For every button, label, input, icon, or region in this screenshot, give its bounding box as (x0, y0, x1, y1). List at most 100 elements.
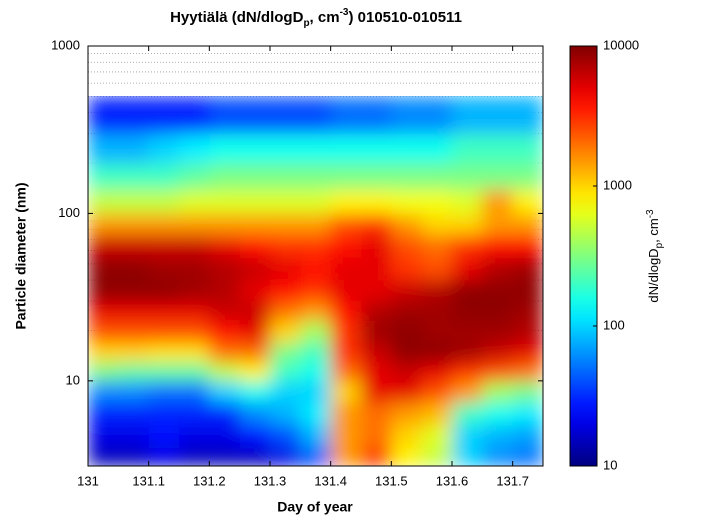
heatmap-cell (361, 213, 392, 235)
heatmap-cell (452, 380, 483, 403)
heatmap-cell (330, 380, 362, 403)
heatmap-cell (421, 234, 453, 258)
heatmap-cell (270, 280, 301, 302)
heatmap-cell (361, 133, 392, 164)
heatmap-cell (88, 256, 119, 281)
heatmap-cell (452, 280, 483, 302)
x-tick-label: 131.4 (314, 473, 347, 488)
heatmap-cell (330, 320, 362, 343)
heatmap-cell (452, 213, 483, 235)
heatmap-cell (300, 342, 332, 363)
heatmap-cell (118, 213, 150, 235)
colorbar-label-part: dN/dlogD (646, 248, 661, 302)
heatmap-cell (452, 163, 483, 190)
heatmap-cell (421, 447, 453, 466)
heatmap-cell (391, 213, 423, 235)
heatmap-cell (361, 320, 392, 343)
heatmap-cell (300, 163, 332, 190)
heatmap-cell (421, 256, 453, 281)
x-tick-label: 131.7 (496, 473, 529, 488)
heatmap-cell (118, 300, 150, 321)
heatmap-cell (512, 163, 543, 190)
heatmap-cell (179, 447, 210, 466)
heatmap-cell (482, 342, 514, 363)
colorbar (569, 45, 598, 467)
heatmap-cell (209, 256, 241, 281)
heatmap-cell (148, 342, 180, 363)
title-superscript: -3 (340, 7, 349, 18)
heatmap-cell (361, 300, 392, 321)
heatmap-cell (148, 256, 180, 281)
heatmap-cell (482, 401, 514, 425)
colorbar-label-superscript: -3 (645, 209, 656, 218)
x-tick-label: 131.5 (375, 473, 408, 488)
heatmap-cell (391, 133, 423, 164)
heatmap-cell (179, 163, 210, 190)
heatmap-cell (118, 163, 150, 190)
heatmap-cell (452, 188, 483, 214)
heatmap-cell (512, 213, 543, 235)
heatmap-cell (209, 361, 241, 382)
heatmap-cell (452, 234, 483, 258)
heatmap-cell (452, 342, 483, 363)
heatmap-cell (88, 424, 119, 448)
heatmap-cell (300, 234, 332, 258)
heatmap-cell (148, 447, 180, 466)
heatmap-cell (391, 361, 423, 382)
heatmap-cell (239, 213, 271, 235)
heatmap-cell (270, 256, 301, 281)
heatmap-cell (88, 342, 119, 363)
heatmap-cell (361, 280, 392, 302)
colorbar-label-subscript: p (654, 242, 665, 248)
heatmap-cell (300, 380, 332, 403)
heatmap-cell (179, 96, 210, 135)
heatmap-cell (330, 188, 362, 214)
plot-frame (87, 45, 544, 467)
heatmap-cell (88, 133, 119, 164)
x-tick-label: 131.3 (254, 473, 287, 488)
colorbar-label-part: , cm (646, 218, 661, 243)
heatmap-cell (239, 163, 271, 190)
heatmap-cell (270, 342, 301, 363)
x-tick-label: 131 (77, 473, 99, 488)
heatmap-cell (361, 424, 392, 448)
heatmap-cell (88, 213, 119, 235)
heatmap-cell (330, 300, 362, 321)
heatmap-cell (361, 96, 392, 135)
heatmap-cell (209, 447, 241, 466)
heatmap-cell (391, 96, 423, 135)
heatmap-cell (300, 447, 332, 466)
heatmap-cell (209, 133, 241, 164)
heatmap-cell (512, 300, 543, 321)
heatmap-cell (512, 342, 543, 363)
heatmap-cell (179, 320, 210, 343)
heatmap-cell (239, 380, 271, 403)
heatmap-cell (88, 280, 119, 302)
heatmap-cell (300, 96, 332, 135)
heatmap-cell (421, 320, 453, 343)
heatmap-cell (482, 280, 514, 302)
title-subscript: p (303, 18, 309, 29)
title-part: Hyytiälä (dN/dlogD (170, 9, 304, 26)
x-tick-label: 131.1 (132, 473, 165, 488)
colorbar-tick-label: 10000 (603, 37, 639, 52)
heatmap-cell (148, 361, 180, 382)
heatmap-cell (148, 234, 180, 258)
heatmap-cell (118, 320, 150, 343)
heatmap-cell (148, 300, 180, 321)
heatmap-cell (270, 361, 301, 382)
heatmap-cell (88, 163, 119, 190)
heatmap-cell (421, 380, 453, 403)
heatmap-cell (270, 188, 301, 214)
heatmap-cell (209, 380, 241, 403)
heatmap-cell (179, 342, 210, 363)
heatmap-cell (421, 188, 453, 214)
heatmap-cell (452, 133, 483, 164)
heatmap-cell (421, 424, 453, 448)
heatmap-cell (421, 401, 453, 425)
heatmap-cell (391, 447, 423, 466)
y-tick-label: 1000 (51, 37, 80, 52)
heatmap-cell (330, 133, 362, 164)
heatmap-cell (118, 96, 150, 135)
heatmap-cell (239, 320, 271, 343)
